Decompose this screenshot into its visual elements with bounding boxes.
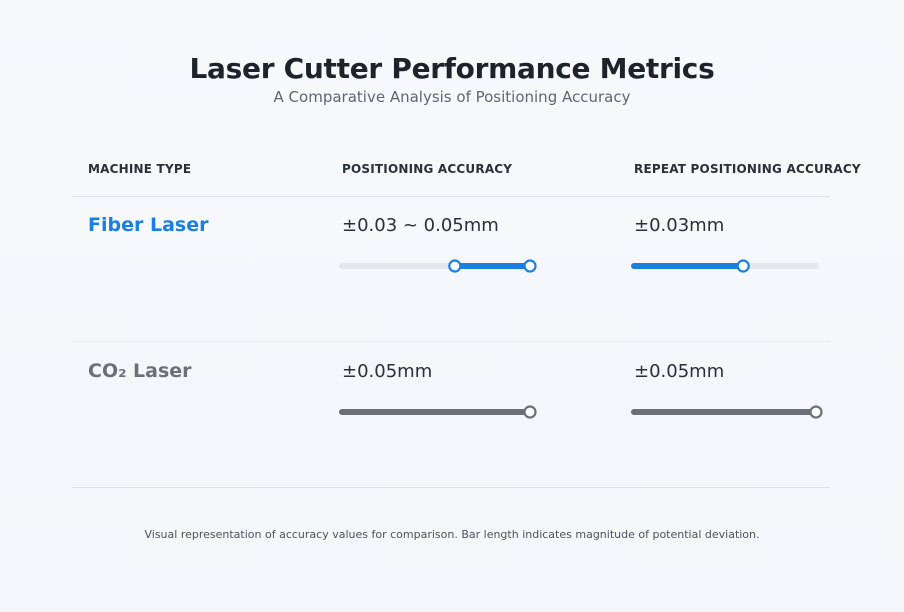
page-title: Laser Cutter Performance Metrics xyxy=(189,52,715,85)
fiber-repeat-value: ±0.03mm xyxy=(634,215,725,236)
row-divider xyxy=(72,341,830,342)
fiber-positioning-end-handle xyxy=(523,259,537,273)
fiber-repeat-end-handle xyxy=(736,259,750,273)
co2-positioning-value: ±0.05mm xyxy=(342,361,433,382)
column-header-machine-type: MACHINE TYPE xyxy=(88,162,192,176)
machine-name-co2-laser: CO₂ Laser xyxy=(88,360,192,382)
co2-repeat-value: ±0.05mm xyxy=(634,361,725,382)
co2-repeat-end-handle xyxy=(809,405,823,419)
column-header-positioning-accuracy: POSITIONING ACCURACY xyxy=(342,162,513,176)
fiber-positioning-start-handle xyxy=(448,259,462,273)
column-header-repeat-positioning-accuracy: REPEAT POSITIONING ACCURACY xyxy=(634,162,861,176)
header-divider xyxy=(72,196,830,197)
co2-positioning-end-handle xyxy=(523,405,537,419)
fiber-positioning-value: ±0.03 ~ 0.05mm xyxy=(342,215,499,236)
machine-name-fiber-laser: Fiber Laser xyxy=(88,214,209,236)
page-subtitle: A Comparative Analysis of Positioning Ac… xyxy=(273,88,631,106)
table-bottom-divider xyxy=(72,487,830,488)
footnote: Visual representation of accuracy values… xyxy=(144,528,760,541)
